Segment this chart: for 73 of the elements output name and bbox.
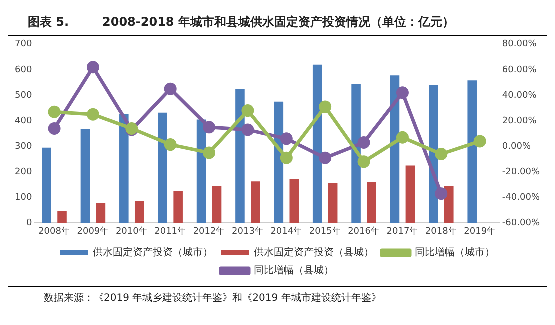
point: [358, 156, 370, 168]
bar: [468, 80, 477, 224]
bar: [58, 210, 67, 224]
x-tick-label: 2013年: [232, 226, 264, 237]
bar: [96, 203, 106, 224]
point: [280, 152, 293, 164]
point: [435, 188, 448, 200]
bar: [158, 112, 168, 224]
x-tick-label: 2009年: [77, 226, 110, 237]
x-tick-label: 2008年: [38, 226, 70, 237]
y-tick-label: 700: [14, 40, 32, 50]
point: [164, 82, 177, 96]
bar: [406, 166, 416, 224]
chart-title: 图表 5. 2008-2018 年城市和县城供水固定资产投资情况（单位：亿元）: [8, 8, 547, 36]
y2-tick-label: -20.00%: [502, 167, 540, 178]
x-tick-label: 2016年: [348, 226, 380, 237]
y-tick-label: 600: [14, 65, 32, 76]
bar: [174, 191, 183, 224]
point: [164, 138, 177, 152]
point: [242, 124, 254, 136]
bar: [212, 186, 222, 224]
point: [86, 61, 100, 74]
point: [396, 131, 409, 144]
y-tick-label: 100: [14, 193, 32, 203]
x-tick-label: 2014年: [270, 226, 303, 237]
bar: [352, 84, 361, 224]
bar: [444, 186, 454, 224]
source-note: 数据来源：《2019 年城乡建设统计年鉴》和《2019 年城市建设统计年鉴》: [8, 286, 547, 305]
legend-label: 同比增幅（城市）: [415, 246, 495, 259]
point: [242, 104, 254, 118]
y2-tick-label: 80.00%: [502, 40, 538, 50]
y-tick-label: 0: [26, 218, 32, 229]
bar: [236, 89, 245, 224]
x-tick-label: 2019年: [464, 226, 496, 237]
bar: [120, 114, 129, 224]
y2-tick-label: 40.00%: [502, 90, 538, 101]
x-tick-label: 2012年: [193, 226, 226, 237]
y2-tick-label: -40.00%: [502, 193, 540, 203]
legend-label: 同比增幅（县城）: [254, 264, 334, 277]
point: [86, 108, 100, 121]
x-tick-label: 2017年: [386, 226, 419, 237]
point: [474, 135, 486, 148]
y-tick-label: 500: [14, 90, 32, 101]
y2-tick-label: 20.00%: [502, 116, 538, 126]
legend-label: 供水固定资产投资（县城）: [254, 246, 374, 259]
point: [203, 146, 216, 160]
bar: [134, 200, 144, 224]
point: [396, 86, 409, 100]
y2-tick-label: 0.00%: [502, 142, 532, 152]
x-tick-label: 2018年: [425, 226, 458, 237]
point: [203, 121, 216, 134]
point: [319, 100, 332, 114]
bar: [290, 179, 300, 224]
y2-tick-label: 60.00%: [502, 65, 538, 76]
y-tick-label: 400: [14, 116, 32, 126]
bar: [42, 148, 52, 224]
y-tick-label: 300: [14, 142, 32, 152]
bar: [80, 129, 90, 224]
bar: [328, 183, 338, 224]
y-tick-label: 200: [14, 167, 32, 178]
legend-label: 供水固定资产投资（城市）: [93, 246, 213, 259]
bar: [367, 182, 376, 224]
point: [319, 152, 332, 164]
point: [435, 148, 448, 160]
point: [358, 136, 370, 149]
x-tick-label: 2010年: [116, 226, 148, 237]
x-tick-label: 2015年: [309, 226, 342, 237]
point: [280, 132, 293, 146]
bar: [251, 182, 260, 224]
point: [48, 106, 61, 118]
x-tick-label: 2011年: [154, 226, 187, 237]
y2-tick-label: -60.00%: [502, 218, 540, 229]
point: [48, 122, 61, 135]
